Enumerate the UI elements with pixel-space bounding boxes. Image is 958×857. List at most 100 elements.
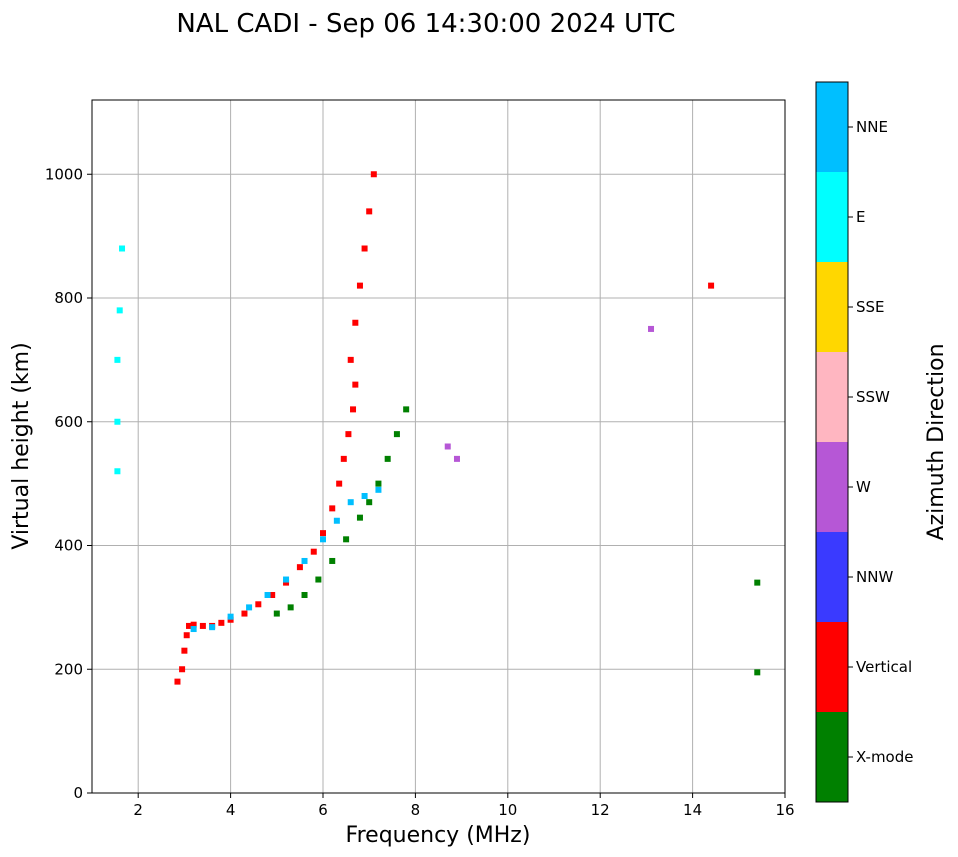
data-point bbox=[199, 622, 206, 629]
data-point bbox=[352, 319, 359, 326]
data-point bbox=[320, 536, 326, 543]
colorbar-label: X-mode bbox=[856, 748, 913, 766]
data-point bbox=[241, 610, 248, 617]
data-point bbox=[227, 613, 234, 620]
y-tick-label: 1000 bbox=[45, 165, 83, 183]
data-point bbox=[264, 592, 271, 598]
colorbar-label: E bbox=[856, 208, 865, 226]
data-point bbox=[320, 530, 326, 537]
x-tick-label: 12 bbox=[591, 801, 610, 819]
data-point bbox=[174, 678, 181, 685]
data-point bbox=[181, 647, 188, 654]
data-point bbox=[119, 245, 126, 252]
data-point bbox=[315, 576, 322, 583]
data-point bbox=[218, 619, 225, 626]
colorbar-segment bbox=[816, 82, 848, 172]
data-point bbox=[209, 624, 216, 631]
data-point bbox=[296, 564, 303, 571]
data-point bbox=[356, 514, 363, 521]
data-point bbox=[283, 576, 290, 583]
data-point bbox=[310, 548, 317, 555]
data-point bbox=[186, 622, 193, 629]
data-point bbox=[301, 592, 308, 598]
x-axis-label: Frequency (MHz) bbox=[346, 823, 531, 848]
data-point bbox=[370, 171, 377, 178]
data-point bbox=[350, 406, 357, 413]
data-point bbox=[114, 356, 121, 363]
colorbar-label: SSE bbox=[856, 298, 885, 316]
colorbar: X-mode Vertical NNW W SSW SSE E NNE bbox=[815, 81, 913, 803]
data-point bbox=[352, 381, 359, 388]
data-point bbox=[375, 480, 382, 487]
data-point bbox=[444, 443, 451, 450]
data-point bbox=[356, 282, 363, 289]
data-point bbox=[754, 669, 761, 676]
colorbar-segment bbox=[816, 352, 848, 442]
data-point bbox=[227, 616, 234, 623]
data-point bbox=[114, 468, 121, 475]
data-point bbox=[343, 536, 350, 543]
data-point bbox=[384, 455, 391, 462]
data-point bbox=[255, 601, 262, 608]
grid bbox=[92, 100, 786, 794]
x-tick-label: 2 bbox=[133, 801, 143, 819]
colorbar-segment bbox=[816, 172, 848, 262]
x-tick-label: 8 bbox=[411, 801, 421, 819]
x-tick-label: 10 bbox=[498, 801, 517, 819]
data-point bbox=[273, 610, 280, 617]
x-tick-label: 4 bbox=[226, 801, 236, 819]
colorbar-segment bbox=[816, 622, 848, 712]
data-point bbox=[375, 486, 382, 493]
data-point bbox=[403, 406, 410, 413]
data-point bbox=[283, 579, 290, 586]
data-point bbox=[116, 307, 123, 314]
data-point bbox=[340, 455, 347, 462]
data-point bbox=[754, 579, 761, 586]
data-point bbox=[269, 592, 276, 598]
x-tick-label: 16 bbox=[775, 801, 794, 819]
colorbar-label: NNE bbox=[856, 118, 888, 136]
data-point bbox=[453, 455, 460, 462]
data-point bbox=[114, 418, 121, 425]
colorbar-frame bbox=[815, 81, 849, 803]
colorbar-segment bbox=[816, 712, 848, 802]
data-point bbox=[361, 493, 368, 499]
colorbar-label: NNW bbox=[856, 568, 893, 586]
colorbar-label: W bbox=[856, 478, 871, 496]
data-point bbox=[329, 557, 336, 564]
data-point bbox=[301, 557, 308, 564]
x-tick-label: 14 bbox=[683, 801, 702, 819]
data-point bbox=[183, 632, 190, 639]
colorbar-label: Vertical bbox=[856, 658, 912, 676]
data-point bbox=[347, 499, 354, 506]
data-point bbox=[329, 505, 336, 512]
data-point bbox=[366, 499, 373, 506]
colorbar-segment bbox=[816, 442, 848, 532]
data-point bbox=[190, 626, 197, 633]
scatter-points bbox=[114, 171, 761, 685]
y-tick-label: 0 bbox=[73, 784, 83, 802]
y-tick-label: 800 bbox=[54, 289, 83, 307]
y-axis: 0 200 400 600 800 1000 bbox=[45, 165, 92, 802]
data-point bbox=[347, 356, 354, 363]
data-point bbox=[708, 282, 715, 289]
plot-area-frame bbox=[91, 99, 786, 794]
colorbar-segment bbox=[816, 532, 848, 622]
data-point bbox=[361, 245, 368, 252]
colorbar-title: Azimuth Direction bbox=[924, 343, 949, 540]
data-point bbox=[190, 621, 197, 628]
chart-title: NAL CADI - Sep 06 14:30:00 2024 UTC bbox=[176, 9, 675, 39]
data-point bbox=[336, 480, 343, 487]
data-point bbox=[333, 517, 340, 524]
y-tick-label: 200 bbox=[54, 660, 83, 678]
data-point bbox=[345, 431, 352, 438]
colorbar-segment bbox=[816, 262, 848, 352]
data-point bbox=[246, 604, 253, 611]
data-point bbox=[179, 666, 186, 673]
data-point bbox=[393, 431, 400, 438]
y-tick-label: 400 bbox=[54, 537, 83, 555]
x-tick-label: 6 bbox=[318, 801, 328, 819]
x-axis: 2 4 6 8 10 12 14 16 bbox=[133, 793, 795, 819]
colorbar-label: SSW bbox=[856, 388, 890, 406]
